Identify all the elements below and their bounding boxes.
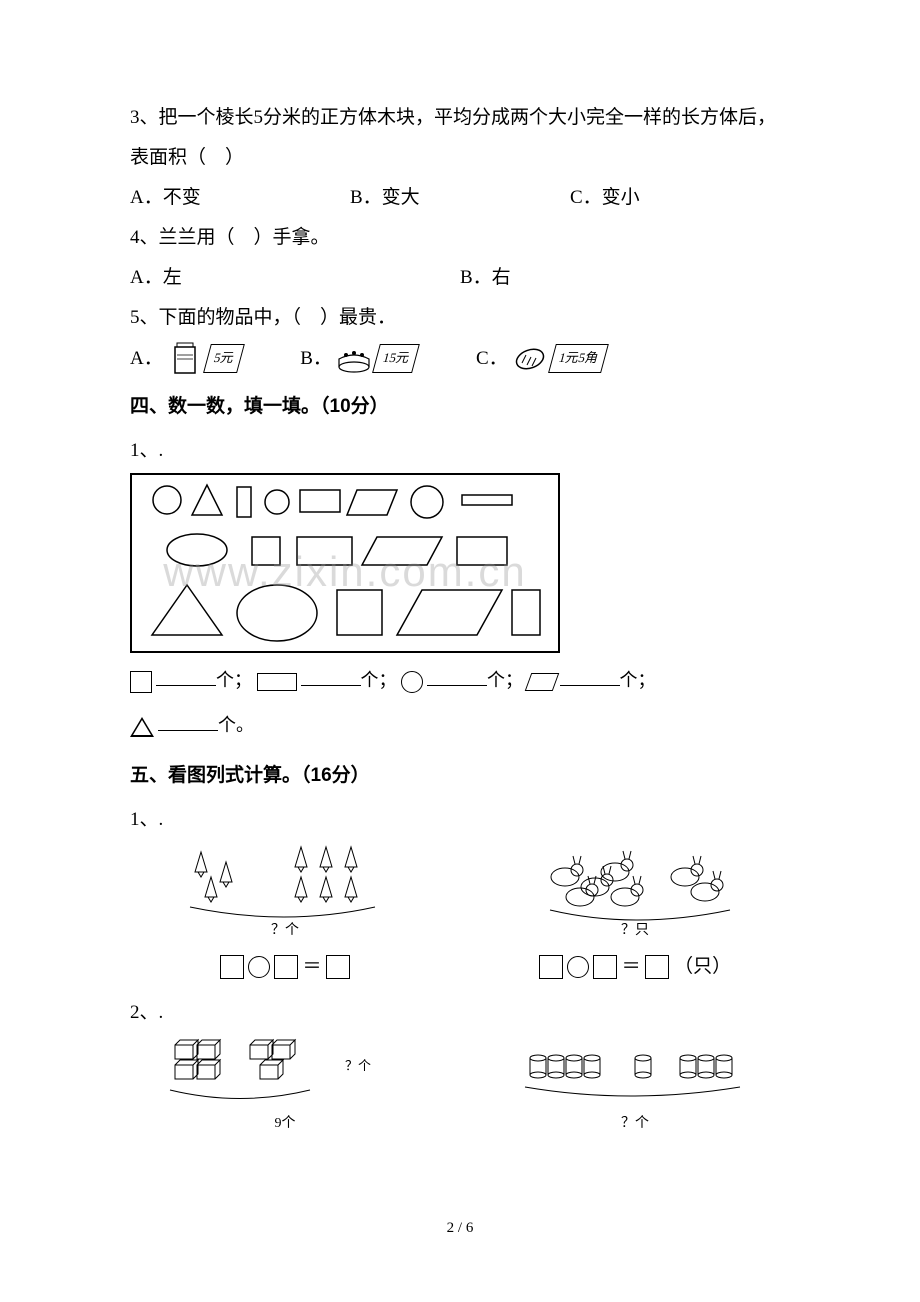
q5-option-a: A． 5元 [130,341,240,377]
q5-a-price: 5元 [203,344,244,373]
rabbit-svg [525,842,745,922]
badminton-col: ？个 ＝ [130,842,440,995]
q3-options: A．不变 B．变大 C．变小 [130,180,790,216]
parallelogram-icon [524,673,559,691]
detergent-icon [167,341,203,377]
q3-option-b: B．变大 [350,180,570,216]
blank-1 [156,672,216,686]
cylinders-svg [515,1035,755,1115]
eq-row-2: ＝ （只） [480,949,790,985]
q5-text: 5、下面的物品中，（ ）最贵． [130,300,790,336]
q3-text-line1: 3、把一个棱长5分米的正方体木块，平均分成两个大小完全一样的长方体后， [130,100,790,136]
unit-zhi: （只） [674,956,731,977]
q4-options: A．左 B．右 [130,260,790,296]
brace-label-qge2: ？个 [480,1111,790,1138]
eq-box [220,955,244,979]
section4-item1: 1、. [130,433,790,469]
section5-row2: ？个 9个 ？个 [130,1035,790,1138]
blank-5 [158,717,218,731]
q3-option-c: C．变小 [570,180,790,216]
rabbit-col: ？只 ＝ （只） [480,842,790,995]
cylinders-col: ？个 [480,1035,790,1138]
svg-text:？个: ？个 [345,1058,371,1073]
eq-circle [567,956,589,978]
page-number: 2 / 6 [447,1214,474,1243]
q4-text: 4、兰兰用（ ）手拿。 [130,220,790,256]
q5-a-label: A． [130,341,163,377]
section5-row1: ？个 ＝ ？只 ＝ （只） [130,842,790,995]
cubes-svg: ？个 [165,1035,405,1115]
equals: ＝ [302,956,321,977]
section4-title: 四、数一数，填一填。（10分） [130,389,790,425]
q3-option-a: A．不变 [130,180,350,216]
unit-1: 个； [216,670,252,690]
eq-box [645,955,669,979]
section5-title: 五、看图列式计算。（16分） [130,758,790,794]
eq-box [274,955,298,979]
triangle-icon [130,717,154,737]
cake-icon [336,341,372,377]
q5-b-price: 15元 [372,344,420,373]
blank-4 [560,672,620,686]
q5-option-b: B． 15元 [300,341,416,377]
q5-b-label: B． [300,341,332,377]
section5-item2: 2、. [130,995,790,1031]
eq-box [539,955,563,979]
shape-count-row2: 个。 [130,706,790,746]
unit-5: 个。 [218,715,254,735]
q3-text-line2: 表面积（ ） [130,140,790,176]
unit-4: 个； [620,670,656,690]
eq-box [326,955,350,979]
q4-option-b: B．右 [460,260,790,296]
brace-label-ge: ？个 [130,918,440,945]
shapes-frame: www.zixin.com.cn [130,473,560,653]
circle-icon [401,671,423,693]
q4-option-a: A．左 [130,260,460,296]
unit-3: 个； [487,670,523,690]
eq-circle [248,956,270,978]
q5-c-price: 1元5角 [548,344,609,373]
section5-item1: 1、. [130,802,790,838]
equals: ＝ [622,956,641,977]
unit-2: 个； [361,670,397,690]
cubes-col: ？个 9个 [130,1035,440,1138]
rectangle-icon [257,673,297,691]
brace-label-9ge: 9个 [130,1111,440,1138]
shape-count-row1: 个； 个； 个； 个； [130,661,790,701]
blank-3 [427,672,487,686]
bread-icon [512,341,548,377]
eq-box [593,955,617,979]
brace-label-zhi: ？只 [480,918,790,945]
blank-2 [301,672,361,686]
q5-c-label: C． [476,341,508,377]
shapes-svg [132,475,558,651]
eq-row-1: ＝ [130,949,440,985]
q5-options: A． 5元 B． 15元 C． 1元5角 [130,341,790,377]
q5-option-c: C． 1元5角 [476,341,605,377]
badminton-svg [175,842,395,922]
square-icon [130,671,152,693]
